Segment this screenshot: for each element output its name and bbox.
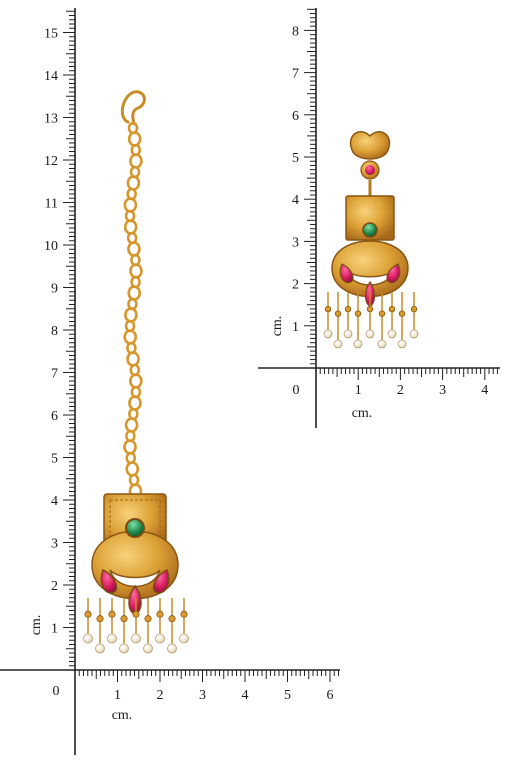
- pearl-icon: [155, 633, 165, 644]
- pearl-fringe-icon: [83, 598, 189, 654]
- chain-link-icon: [129, 373, 143, 389]
- pearl-icon: [83, 633, 93, 644]
- left-vertical-tick-label: 5: [51, 452, 58, 467]
- left-vertical-tick-label: 3: [51, 537, 58, 552]
- left-vertical-tick-label: 9: [51, 282, 58, 297]
- left-vertical-tick-label: 11: [45, 197, 58, 212]
- chain-link-icon: [127, 241, 141, 257]
- chain-link-icon: [123, 329, 138, 345]
- emerald-stone-icon: [125, 518, 145, 538]
- pearl-icon: [167, 643, 177, 654]
- chain-link-icon: [123, 219, 138, 235]
- chain-link-icon: [129, 263, 143, 279]
- chain-link-icon: [125, 461, 140, 477]
- pearl-icon: [397, 339, 407, 349]
- stud-ruby-icon: [365, 165, 375, 175]
- left-horizontal-tick-label: 5: [284, 688, 291, 703]
- pearl-icon: [95, 643, 105, 654]
- left-horizontal-tick-label: 4: [242, 688, 249, 703]
- left-horizontal-unit-label: cm.: [112, 708, 133, 723]
- right-vertical-tick-label: 4: [292, 193, 299, 208]
- left-ruler: [0, 8, 340, 755]
- ruby-left-icon: [100, 568, 118, 594]
- earring-pearl-fringe-icon: [323, 292, 419, 349]
- chain-link-icon: [129, 153, 143, 169]
- right-vertical-tick-label: 5: [292, 151, 299, 166]
- pearl-icon: [179, 633, 189, 644]
- chain-link-icon: [124, 417, 139, 433]
- left-vertical-tick-label: 12: [44, 154, 58, 169]
- pearl-icon: [323, 329, 333, 339]
- left-horizontal-tick-label: 2: [157, 688, 164, 703]
- pearl-icon: [353, 339, 363, 349]
- left-vertical-tick-label: 15: [44, 27, 58, 42]
- left-horizontal-tick-label: 6: [327, 688, 334, 703]
- hook-icon: [120, 90, 146, 126]
- right-vertical-tick-label: 1: [292, 320, 299, 335]
- chandbali-earring-icon: [323, 131, 419, 349]
- earring-square-icon: [345, 195, 395, 241]
- left-origin-label: 0: [53, 684, 60, 699]
- left-vertical-tick-label: 13: [44, 112, 58, 127]
- pearl-icon: [377, 339, 387, 349]
- chain-link-icon: [127, 285, 142, 301]
- left-horizontal-tick-label: 1: [114, 688, 121, 703]
- chain-icon: [123, 121, 143, 499]
- ruby-right-icon: [152, 568, 170, 594]
- right-horizontal-tick-label: 1: [355, 383, 362, 398]
- left-vertical-unit-label: cm.: [29, 615, 44, 636]
- right-horizontal-tick-label: 3: [439, 383, 446, 398]
- chain-link-icon: [123, 439, 137, 455]
- left-vertical-tick-label: 14: [44, 69, 58, 84]
- chain-link-icon: [126, 175, 141, 191]
- pearl-icon: [365, 329, 375, 339]
- right-horizontal-tick-label: 2: [397, 383, 404, 398]
- right-vertical-tick-label: 6: [292, 109, 299, 124]
- chain-link-icon: [123, 197, 138, 213]
- chain-link-icon: [126, 351, 140, 367]
- pearl-icon: [409, 329, 419, 339]
- chain-link-icon: [128, 395, 142, 411]
- right-vertical-tick-label: 2: [292, 278, 299, 293]
- pearl-icon: [119, 643, 129, 654]
- pearl-icon: [143, 643, 153, 654]
- left-vertical-tick-label: 6: [51, 409, 58, 424]
- right-vertical-tick-label: 3: [292, 235, 299, 250]
- left-vertical-tick-label: 2: [51, 579, 58, 594]
- left-vertical-tick-label: 4: [51, 494, 58, 509]
- pearl-icon: [333, 339, 343, 349]
- pearl-icon: [387, 329, 397, 339]
- left-horizontal-tick-label: 3: [199, 688, 206, 703]
- pearl-icon: [343, 329, 353, 339]
- earring-emerald-icon: [362, 222, 378, 238]
- right-vertical-unit-label: cm.: [270, 316, 285, 337]
- left-vertical-tick-label: 7: [51, 367, 58, 382]
- right-vertical-tick-label: 7: [292, 67, 299, 82]
- right-horizontal-tick-label: 4: [481, 383, 488, 398]
- chain-link-icon: [127, 131, 142, 147]
- stud-top-icon: [349, 131, 391, 160]
- right-origin-label: 0: [293, 383, 300, 398]
- left-vertical-tick-label: 8: [51, 324, 58, 339]
- maang-tikka-jewelry-icon: [83, 90, 189, 654]
- right-ruler: [258, 8, 500, 428]
- chain-link-icon: [124, 307, 138, 323]
- right-vertical-tick-label: 8: [292, 24, 299, 39]
- pearl-icon: [131, 633, 141, 644]
- left-vertical-tick-label: 10: [44, 239, 58, 254]
- pearl-icon: [107, 633, 117, 644]
- left-vertical-tick-label: 1: [51, 622, 58, 637]
- right-horizontal-unit-label: cm.: [352, 406, 373, 421]
